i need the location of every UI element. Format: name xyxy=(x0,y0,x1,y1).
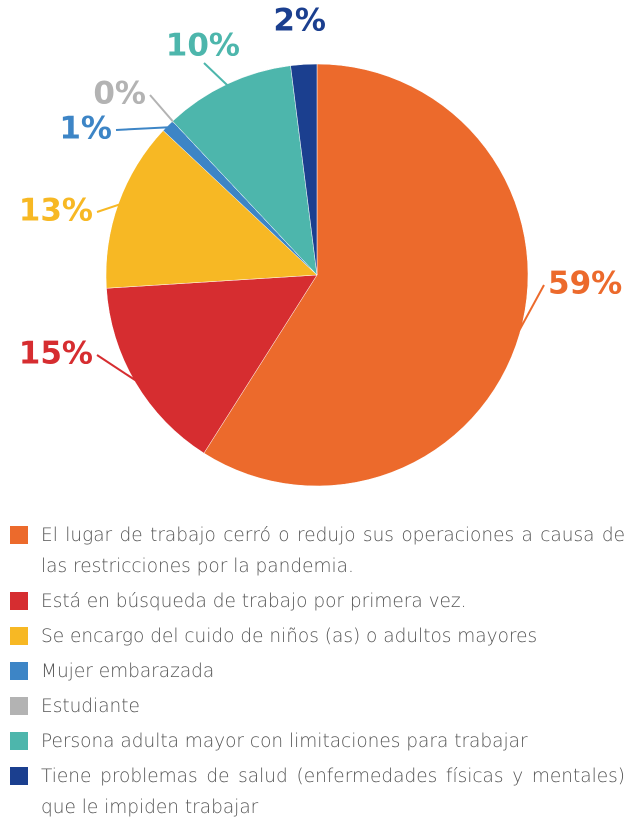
pie-slice xyxy=(106,274,318,454)
legend-swatch xyxy=(10,526,28,544)
leader-line xyxy=(516,284,545,334)
data-label: 13% xyxy=(19,193,93,229)
legend-item: Mujer embarazada xyxy=(10,656,625,687)
chart: 59% 15% 13% 1%0% 10% 2% xyxy=(19,3,622,487)
legend-swatch xyxy=(10,592,28,610)
pie-slice xyxy=(105,130,318,289)
leader-line xyxy=(149,94,175,124)
data-label: 59% xyxy=(548,266,622,302)
data-label: 1% xyxy=(59,111,112,147)
legend-label: Se encargo del cuido de niños (as) o adu… xyxy=(41,626,538,647)
legend-label: Persona adulta mayor con limitaciones pa… xyxy=(41,731,528,752)
legend-item: Persona adulta mayor con limitaciones pa… xyxy=(10,726,625,757)
pie-slice xyxy=(290,63,318,276)
legend-swatch xyxy=(10,767,28,785)
data-label: 10% xyxy=(166,28,240,64)
legend-swatch xyxy=(10,732,28,750)
pie-slice xyxy=(203,63,529,487)
leader-line xyxy=(96,354,138,383)
data-label: 2% xyxy=(273,3,326,39)
leader-line xyxy=(96,203,121,213)
page: {"chart_data": {"type": "pie", "categori… xyxy=(10,2,625,818)
legend-item: Se encargo del cuido de niños (as) o adu… xyxy=(10,621,625,652)
legend-label: Estudiante xyxy=(41,696,140,717)
legend-swatch xyxy=(10,627,28,645)
leader-line xyxy=(115,126,170,131)
data-label: 0% xyxy=(93,76,146,112)
legend-label: Mujer embarazada xyxy=(41,661,215,682)
legend-item: Estudiante xyxy=(10,691,625,722)
legend-item: El lugar de trabajo cerró o redujo sus o… xyxy=(10,520,625,582)
data-label: 15% xyxy=(19,336,93,372)
legend-item: Tiene problemas de salud (enfermedades f… xyxy=(10,761,625,823)
legend-swatch xyxy=(10,697,28,715)
legend-label: Tiene problemas de salud (enfermedades f… xyxy=(41,766,625,818)
legend-item: Está en búsqueda de trabajo por primera … xyxy=(10,586,625,617)
legend-label: El lugar de trabajo cerró o redujo sus o… xyxy=(41,525,625,577)
legend-label: Está en búsqueda de trabajo por primera … xyxy=(41,591,467,612)
legend: El lugar de trabajo cerró o redujo sus o… xyxy=(10,520,625,827)
leader-line xyxy=(203,62,229,87)
legend-swatch xyxy=(10,662,28,680)
